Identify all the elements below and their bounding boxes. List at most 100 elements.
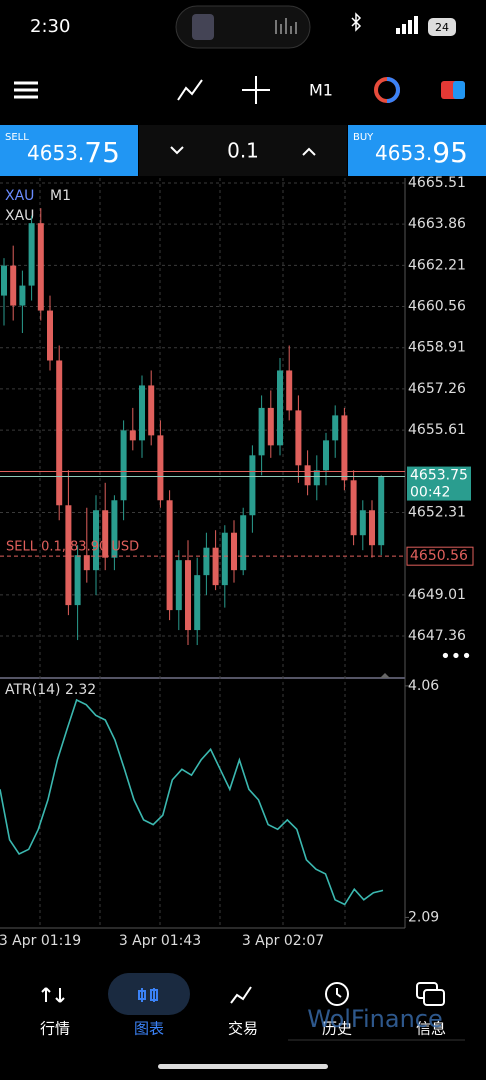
signal-icon <box>396 16 418 34</box>
indicators-button[interactable] <box>177 79 203 101</box>
news-icon-b <box>423 989 445 1006</box>
home-indicator <box>158 1064 328 1069</box>
crosshair-button[interactable] <box>242 76 270 104</box>
bid-label: 4653.75 <box>410 468 468 484</box>
y-tick-label: 4.06 <box>408 678 439 694</box>
candle-body <box>203 547 210 576</box>
trade-icon <box>453 81 465 99</box>
candle-body <box>332 415 339 441</box>
more-button[interactable]: ••• <box>440 646 472 667</box>
bar-timer: 00:42 <box>410 485 450 501</box>
objects-icon <box>386 77 400 103</box>
y-tick-label: 4658.91 <box>408 340 466 356</box>
nav-active-bg <box>108 973 190 1015</box>
candle-body <box>111 500 118 558</box>
candle-body <box>258 407 265 456</box>
candle-body <box>277 370 283 446</box>
candle-body <box>166 500 173 611</box>
buy-price-pips: 95 <box>432 136 468 169</box>
y-tick-label: 4655.61 <box>408 422 466 438</box>
history-hands <box>336 988 342 998</box>
candle-body <box>231 532 237 571</box>
candle-body <box>240 515 247 571</box>
y-tick-label: 2.09 <box>408 909 439 925</box>
nav-bar: 行情 图表 交易 历史 信息 <box>40 1020 446 1038</box>
x-tick-label: 3 Apr 02:07 <box>242 933 324 949</box>
y-tick-label: 4660.56 <box>408 299 466 315</box>
candle-body <box>350 480 357 536</box>
quotes-icon <box>41 987 65 1003</box>
v-grid <box>39 178 346 928</box>
candle-body <box>295 410 302 466</box>
indicator-name: ATR(14) <box>5 682 61 698</box>
candle-body <box>93 510 99 571</box>
symbol: XAU <box>5 188 34 204</box>
candle-body <box>129 430 136 441</box>
trade-icon-nav <box>230 986 252 1004</box>
media-thumb <box>192 14 214 40</box>
menu-button[interactable] <box>14 81 38 99</box>
sell-price-main: 4653. <box>27 141 84 165</box>
candle-body <box>56 360 63 506</box>
position-price-label: 4650.56 <box>410 548 468 564</box>
candle-body <box>120 430 127 501</box>
nav-label: 信息 <box>416 1020 446 1038</box>
chart-icon-b <box>150 989 158 1001</box>
sell-label: SELL <box>5 132 29 143</box>
x-tick-label: 3 Apr 01:43 <box>119 933 201 949</box>
bt-icon <box>351 12 362 32</box>
indicator-title: ATR(14) 2.32 <box>5 682 96 698</box>
candle-body <box>139 385 145 441</box>
candle-body <box>47 310 53 361</box>
candle-body <box>267 407 274 446</box>
sell-price-pips: 75 <box>84 136 120 169</box>
y-tick-label: 4665.51 <box>408 175 466 191</box>
volume-up[interactable] <box>302 147 316 156</box>
timeframe-button[interactable]: M1 <box>309 81 333 100</box>
candle-body <box>304 465 311 486</box>
y-tick-label: 4647.36 <box>408 628 466 644</box>
sell-price: 4653.75 <box>27 136 120 169</box>
candle-body <box>1 265 7 296</box>
candle-body <box>369 510 375 546</box>
candle-body <box>65 505 72 606</box>
candle-body <box>221 532 228 586</box>
nav-label: 行情 <box>40 1020 70 1038</box>
eq-icon <box>275 18 297 34</box>
nav-label: 交易 <box>228 1020 258 1038</box>
y-tick-label: 4657.26 <box>408 381 466 397</box>
candle-body <box>37 223 44 311</box>
bid-box <box>407 466 471 501</box>
pane-handle <box>380 673 390 678</box>
y-tick-label: 4663.86 <box>408 216 466 232</box>
chart-icon <box>138 990 146 1000</box>
candle-body <box>212 547 219 586</box>
buy-button[interactable] <box>348 125 486 176</box>
timeframe: M1 <box>50 188 71 204</box>
nav-label: 历史 <box>322 1020 352 1038</box>
candle-body <box>323 440 329 471</box>
battery <box>428 18 456 36</box>
buy-label: BUY <box>353 132 374 143</box>
candle-body <box>175 560 182 611</box>
candle-body <box>378 476 385 546</box>
candle-body <box>341 415 348 481</box>
position-price-box <box>406 546 474 566</box>
battery-level: 24 <box>435 21 449 34</box>
buy-price: 4653.95 <box>375 136 468 169</box>
candle-body <box>157 435 164 501</box>
volume-down[interactable] <box>170 146 184 155</box>
sell-button[interactable] <box>0 125 138 176</box>
candle-body <box>83 555 90 571</box>
candle-body <box>313 470 320 486</box>
candle-body <box>286 370 293 411</box>
y-tick-label: 4662.21 <box>408 257 466 273</box>
candle-body <box>19 285 26 306</box>
candle-body <box>102 510 109 558</box>
volume[interactable]: 0.1 <box>227 139 259 163</box>
candle-body <box>194 575 201 631</box>
candle-body <box>249 455 256 516</box>
x-tick-label: 3 Apr 01:19 <box>0 933 81 949</box>
candle-body <box>10 265 17 306</box>
